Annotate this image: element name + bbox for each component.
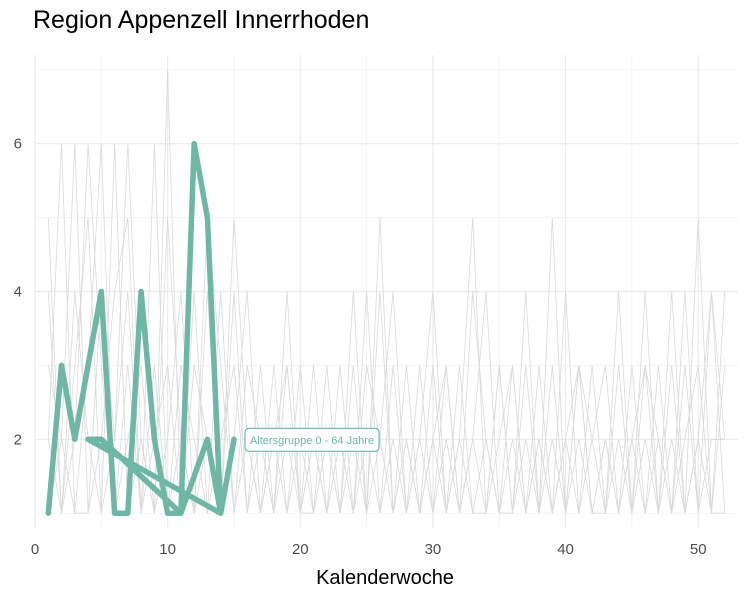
background-series-layer xyxy=(47,69,726,514)
tick-labels-layer: 0 10 20 30 40 50 2 4 6 xyxy=(14,136,707,558)
chart-title: Region Appenzell Innerrhoden xyxy=(33,6,370,34)
x-tick-label: 0 xyxy=(31,541,39,558)
x-tick-label: 50 xyxy=(690,541,707,558)
series-label-layer: Altersgruppe 0 - 64 Jahre xyxy=(244,427,380,452)
x-tick-label: 30 xyxy=(425,541,442,558)
background-series-line-6 xyxy=(47,217,725,514)
y-tick-label: 6 xyxy=(14,136,22,153)
y-tick-label: 2 xyxy=(14,431,22,448)
series-label: Altersgruppe 0 - 64 Jahre xyxy=(250,435,374,447)
x-tick-label: 10 xyxy=(159,541,176,558)
highlight-series-layer xyxy=(45,140,237,516)
x-tick-label: 20 xyxy=(292,541,309,558)
y-tick-label: 4 xyxy=(14,284,22,301)
background-series-line-3 xyxy=(47,143,726,514)
series-label-box xyxy=(244,427,380,452)
x-tick-label: 40 xyxy=(557,541,574,558)
x-axis-title: Kalenderwoche xyxy=(316,567,454,589)
background-series-line-2 xyxy=(47,143,726,514)
highlight-series-line xyxy=(45,140,237,516)
